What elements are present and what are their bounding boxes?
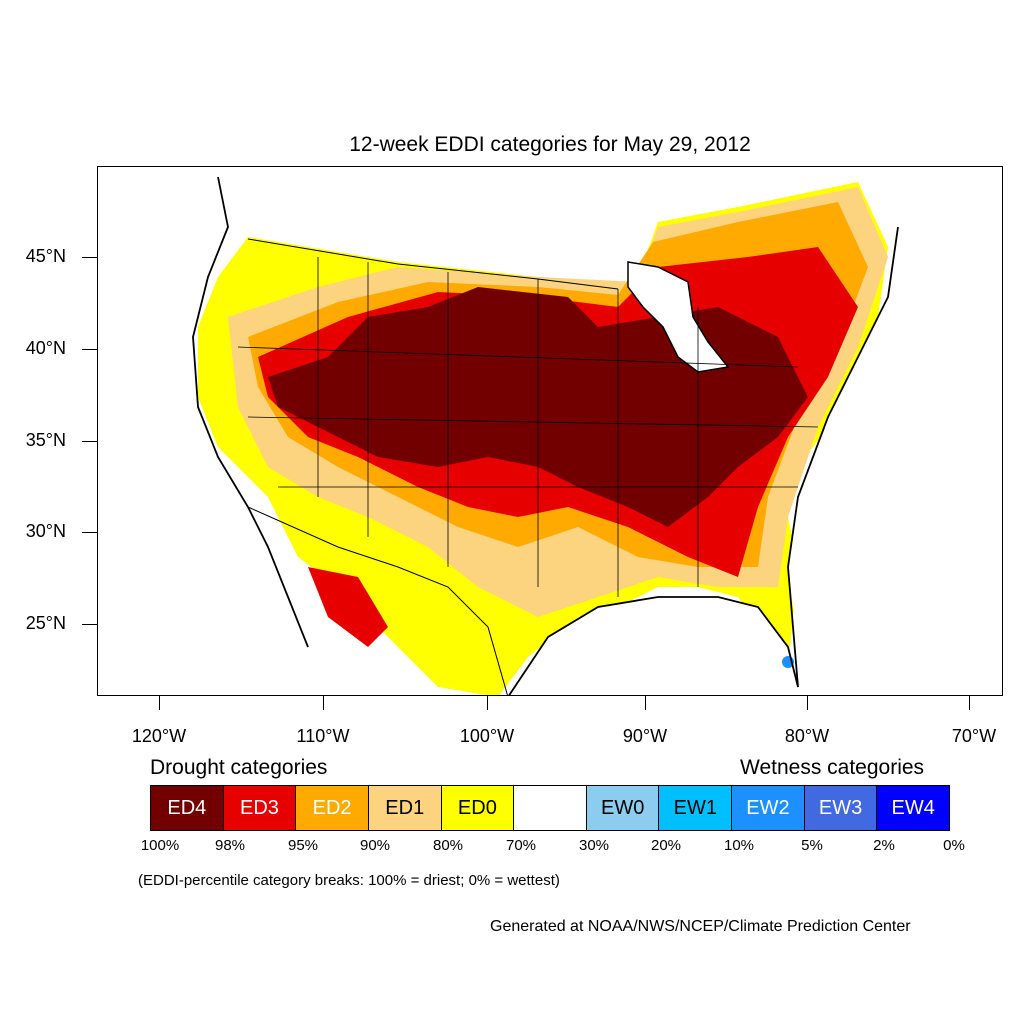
mexico-border xyxy=(247,506,508,695)
legend-box-ew3: EW3 xyxy=(804,786,878,830)
legend-box-ed4: ED4 xyxy=(151,786,224,830)
break-label: 20% xyxy=(650,837,682,854)
lon-tick-110 xyxy=(323,696,324,710)
legend-note: (EDDI-percentile category breaks: 100% =… xyxy=(138,872,560,889)
lat-label-45: 45°N xyxy=(25,246,66,266)
lat-tick-30 xyxy=(82,532,97,533)
gulf-of-mexico xyxy=(509,597,798,695)
legend-box-ed0: ED0 xyxy=(441,786,515,830)
lon-tick-100 xyxy=(487,696,488,710)
legend-box-normal xyxy=(514,786,587,830)
atlantic-ocean xyxy=(788,167,1002,695)
gulf-coastline xyxy=(508,596,799,695)
west-coastline xyxy=(192,176,309,648)
legend-box-ew1: EW1 xyxy=(659,786,733,830)
lon-label-70: 70°W xyxy=(951,726,997,746)
legend-box-ed3: ED3 xyxy=(223,786,297,830)
lat-label-40: 40°N xyxy=(25,338,66,358)
lat-label-25: 25°N xyxy=(25,613,66,633)
lon-label-100: 100°W xyxy=(459,726,515,746)
break-label: 80% xyxy=(432,837,464,854)
legend-box-ed1: ED1 xyxy=(368,786,442,830)
lat-label-35: 35°N xyxy=(25,430,66,450)
lat-label-30: 30°N xyxy=(25,521,66,541)
legend-box-ew2: EW2 xyxy=(732,786,805,830)
break-label: 100% xyxy=(140,837,180,854)
legend-label-ed4: ED4 xyxy=(167,796,207,819)
lat-tick-40 xyxy=(82,349,97,350)
east-coastline xyxy=(787,226,899,688)
legend-label-ew4: EW4 xyxy=(891,796,935,819)
legend-box-ew0: EW0 xyxy=(586,786,660,830)
legend-label-ew3: EW3 xyxy=(818,796,863,819)
legend-label-ed3: ED3 xyxy=(240,796,279,819)
region-ed3-mexico xyxy=(308,567,388,647)
drought-map xyxy=(98,167,1002,695)
lon-label-90: 90°W xyxy=(622,726,668,746)
state-lines xyxy=(237,257,819,597)
break-label: 70% xyxy=(505,837,537,854)
credit-line: Generated at NOAA/NWS/NCEP/Climate Predi… xyxy=(490,918,911,935)
break-label: 30% xyxy=(578,837,610,854)
break-label: 2% xyxy=(873,837,895,854)
break-label: 0% xyxy=(943,837,965,854)
legend-bar: ED4 ED3 ED2 ED1 ED0 EW0 EW1 EW2 EW3 EW4 xyxy=(150,785,950,831)
lon-tick-80 xyxy=(807,696,808,710)
lon-label-120: 120°W xyxy=(131,726,187,746)
map-title: 12-week EDDI categories for May 29, 2012 xyxy=(349,133,751,156)
lon-tick-70 xyxy=(969,696,970,710)
pacific-ocean xyxy=(98,167,298,695)
lat-tick-25 xyxy=(82,624,97,625)
legend-label-ed2: ED2 xyxy=(312,796,352,819)
canada-border xyxy=(247,238,619,290)
lon-label-80: 80°W xyxy=(784,726,830,746)
lon-label-110: 110°W xyxy=(296,726,350,746)
legend-label-ed1: ED1 xyxy=(385,796,425,819)
wetness-heading: Wetness categories xyxy=(740,756,925,779)
legend-label-ew1: EW1 xyxy=(673,796,717,819)
legend-label-ed0: ED0 xyxy=(457,796,497,819)
great-lakes xyxy=(627,261,730,373)
legend-label-ew2: EW2 xyxy=(746,796,790,819)
legend-label-ew0: EW0 xyxy=(600,796,645,819)
break-label: 10% xyxy=(723,837,755,854)
lat-tick-35 xyxy=(82,441,97,442)
map-panel xyxy=(97,166,1003,696)
break-label: 98% xyxy=(214,837,246,854)
legend-box-ed2: ED2 xyxy=(296,786,369,830)
break-label: 95% xyxy=(287,837,319,854)
break-label: 90% xyxy=(359,837,391,854)
lat-tick-45 xyxy=(82,257,97,258)
legend-box-ew4: EW4 xyxy=(877,786,950,830)
lon-tick-120 xyxy=(159,696,160,710)
lon-tick-90 xyxy=(645,696,646,710)
drought-heading: Drought categories xyxy=(150,756,328,779)
break-label: 5% xyxy=(801,837,823,854)
